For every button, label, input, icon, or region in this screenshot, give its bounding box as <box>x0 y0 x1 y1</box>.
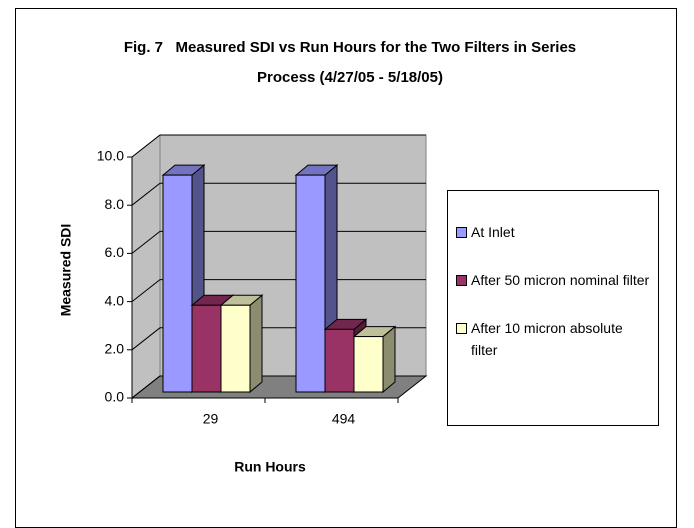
x-tick-label: 29 <box>203 411 219 427</box>
y-axis-label: Measured SDI <box>58 224 74 317</box>
bar <box>191 304 222 393</box>
x-axis-label: Run Hours <box>234 459 306 475</box>
y-tick-label: 0.0 <box>105 389 125 405</box>
bar <box>295 174 326 393</box>
x-tick-label: 494 <box>332 411 356 427</box>
bar <box>162 174 193 393</box>
legend-swatch <box>456 323 467 334</box>
y-tick-label: 2.0 <box>105 341 125 357</box>
bar <box>353 336 384 393</box>
side-wall <box>131 133 161 400</box>
legend-entry: After 10 micron absolute filter <box>456 317 652 361</box>
legend-swatch <box>456 227 467 238</box>
y-tick-label: 8.0 <box>105 196 125 212</box>
y-tick-label: 6.0 <box>105 244 125 260</box>
y-tick-label: 10.0 <box>97 148 124 164</box>
legend-swatch <box>456 275 467 286</box>
grid-line <box>131 134 426 158</box>
legend-entry: After 50 micron nominal filter <box>456 269 652 291</box>
legend-label: At Inlet <box>471 224 515 240</box>
legend: At Inlet After 50 micron nominal filter Af… <box>447 190 659 426</box>
y-tick-label: 4.0 <box>105 292 125 308</box>
legend-entry: At Inlet <box>456 221 652 243</box>
bar <box>324 328 355 393</box>
chart-title: Fig. 7 Measured SDI vs Run Hours for the… <box>123 39 581 86</box>
legend-label: After 10 micron absolute filter <box>471 320 623 358</box>
bar <box>220 304 251 393</box>
bar-side <box>382 325 396 394</box>
legend-label: After 50 micron nominal filter <box>471 272 650 288</box>
bar-side <box>249 294 263 394</box>
